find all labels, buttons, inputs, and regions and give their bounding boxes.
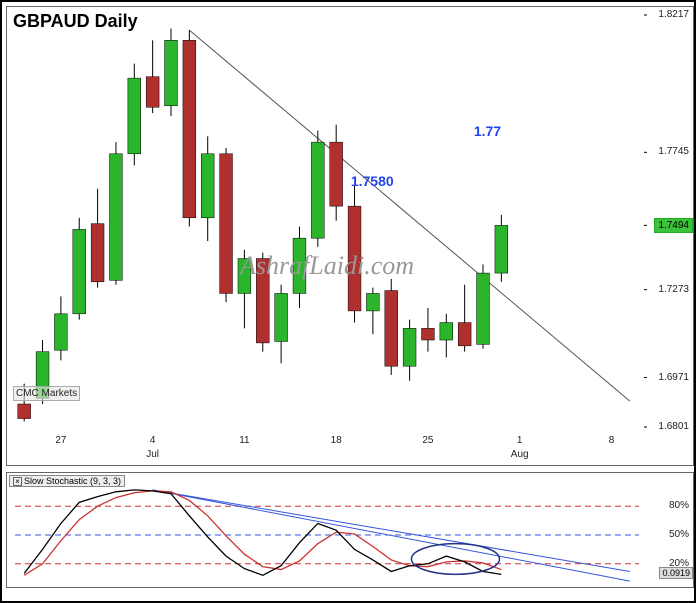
- indicator-panel: ×Slow Stochastic (9, 3, 3) 20%50%80% 0.0…: [6, 472, 694, 588]
- price-annotation: 1.77: [474, 123, 501, 139]
- indicator-value-tag: 0.0919: [659, 567, 693, 579]
- y-tick-label: 1.7273: [658, 284, 689, 295]
- x-month-label: Aug: [511, 449, 529, 460]
- indicator-title-box: ×Slow Stochastic (9, 3, 3): [9, 475, 125, 487]
- source-label: CMC Markets: [13, 386, 80, 401]
- price-annotation: 1.7580: [351, 173, 394, 189]
- close-icon[interactable]: ×: [13, 477, 22, 486]
- price-plot-area: AshrafLaidi.com CMC Markets 1.75801.77: [7, 7, 647, 435]
- current-price-value: 1.7494: [658, 220, 689, 231]
- y-tick-label: 1.8217: [658, 9, 689, 20]
- current-price-tag: 1.7494: [654, 218, 693, 233]
- candlestick-svg: [7, 7, 647, 435]
- y-tick-label: 1.6971: [658, 372, 689, 383]
- x-tick-label: 27: [55, 435, 66, 446]
- indicator-y-tick: 50%: [669, 529, 689, 540]
- y-tick-label: 1.6801: [658, 421, 689, 432]
- stochastic-svg: [7, 473, 647, 589]
- indicator-plot-area: [7, 473, 647, 589]
- price-x-axis: 27411182518JulAug: [7, 433, 647, 465]
- x-tick-label: 1: [517, 435, 523, 446]
- chart-container: GBPAUD Daily AshrafLaidi.com CMC Markets…: [0, 0, 696, 603]
- x-tick-label: 11: [239, 435, 249, 446]
- x-tick-label: 4: [150, 435, 156, 446]
- x-tick-label: 18: [331, 435, 342, 446]
- price-panel: GBPAUD Daily AshrafLaidi.com CMC Markets…: [6, 6, 694, 466]
- y-tick-label: 1.7745: [658, 146, 689, 157]
- indicator-y-tick: 80%: [669, 500, 689, 511]
- x-tick-label: 25: [422, 435, 433, 446]
- x-month-label: Jul: [146, 449, 159, 460]
- indicator-value: 0.0919: [662, 568, 690, 578]
- indicator-title-text: Slow Stochastic (9, 3, 3): [24, 476, 121, 486]
- x-tick-label: 8: [609, 435, 615, 446]
